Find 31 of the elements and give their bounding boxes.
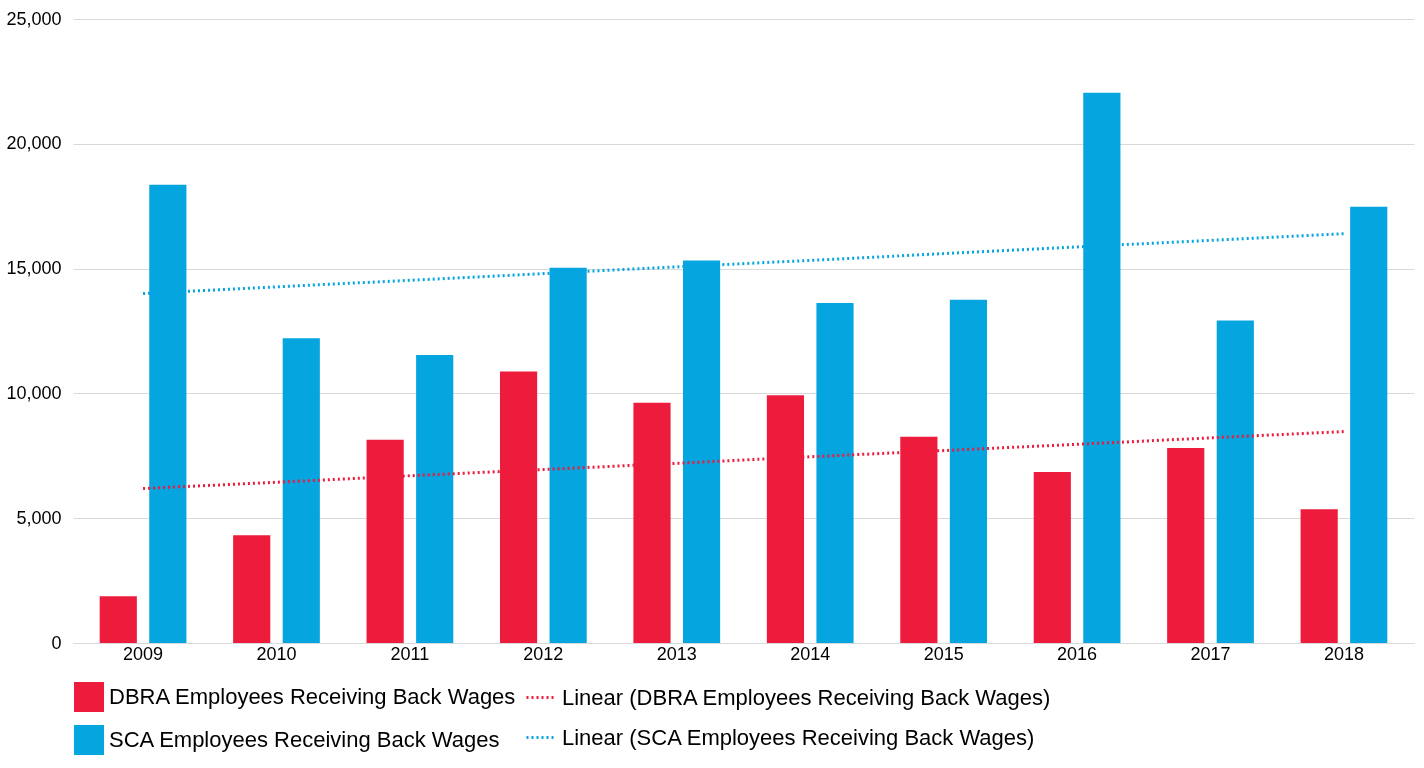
y-tick-label: 10,000	[6, 382, 62, 403]
bar	[282, 338, 320, 643]
y-tick-label: 0	[51, 632, 62, 653]
legend-label: Linear (DBRA Employees Receiving Back Wages)	[562, 684, 1051, 710]
bar	[1216, 320, 1254, 643]
legend-label: DBRA Employees Receiving Back Wages	[109, 684, 516, 709]
x-tick-label: 2009	[123, 643, 164, 664]
y-tick-label: 15,000	[6, 258, 62, 279]
x-tick-label: 2018	[1323, 643, 1364, 664]
bar	[816, 303, 854, 643]
legend-label: SCA Employees Receiving Back Wages	[109, 727, 500, 752]
x-tick-label: 2014	[790, 643, 831, 664]
x-tick-label: 2013	[656, 643, 697, 664]
bar	[416, 354, 454, 643]
bar	[1300, 509, 1338, 643]
x-tick-label: 2011	[390, 643, 430, 664]
y-tick-label: 20,000	[6, 133, 62, 154]
x-tick-label: 2010	[256, 643, 297, 664]
bar	[233, 535, 271, 643]
x-tick-label: 2015	[923, 643, 964, 664]
bar	[99, 596, 137, 643]
x-tick-label: 2016	[1057, 643, 1098, 664]
bar	[1350, 206, 1388, 643]
bar	[949, 299, 988, 643]
legend-label: Linear (SCA Employees Receiving Back Wages)	[562, 724, 1035, 750]
y-tick-label: 5,000	[16, 507, 62, 528]
y-tick-label: 25,000	[6, 8, 62, 29]
bar	[1033, 472, 1071, 643]
x-tick-label: 2012	[523, 643, 564, 664]
bar	[1167, 448, 1205, 643]
x-tick-label: 2017	[1190, 643, 1231, 664]
